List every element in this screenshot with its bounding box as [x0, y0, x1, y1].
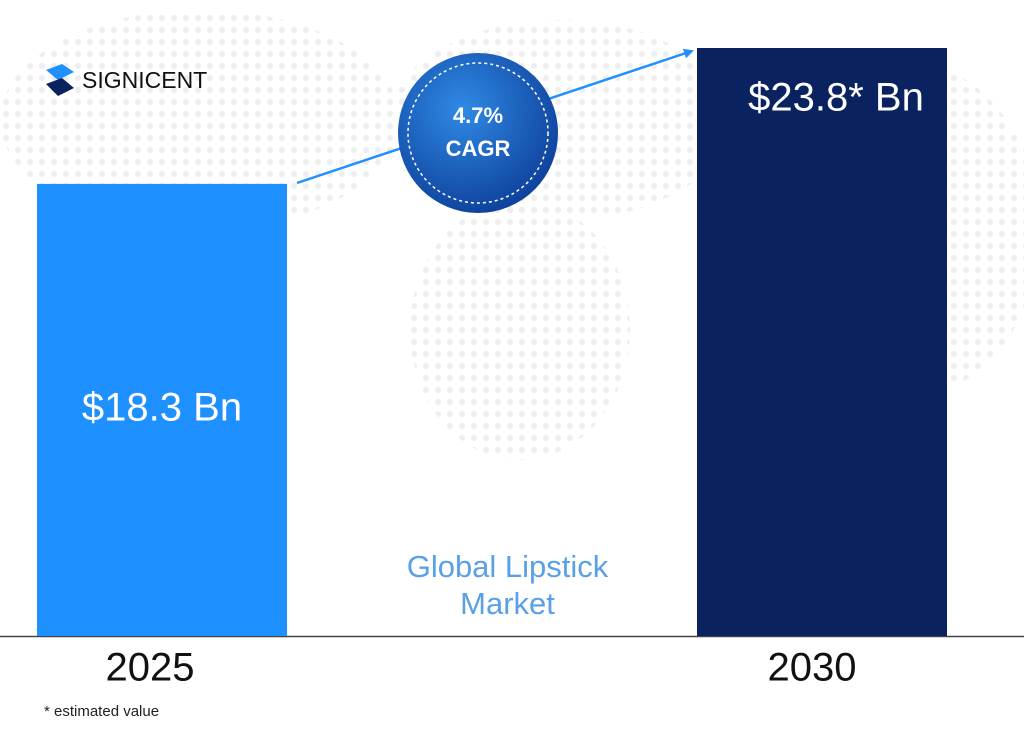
value-label: $18.3 Bn — [82, 386, 242, 430]
x-tick-label: 2025 — [106, 646, 195, 690]
x-tick-label: 2030 — [768, 646, 857, 690]
chart-title: Global Lipstick Market — [406, 549, 609, 621]
brand: SIGNICENT — [82, 67, 207, 93]
cagr-badge — [398, 53, 558, 213]
bar — [37, 183, 287, 636]
cagr-label: CAGR — [446, 136, 511, 161]
logo — [46, 64, 74, 96]
footnote: * estimated value — [44, 703, 159, 720]
cagr-ring — [407, 62, 549, 204]
cagr-value: 4.7% — [453, 103, 503, 128]
bar — [697, 48, 947, 636]
value-label: $23.8* Bn — [748, 76, 924, 120]
